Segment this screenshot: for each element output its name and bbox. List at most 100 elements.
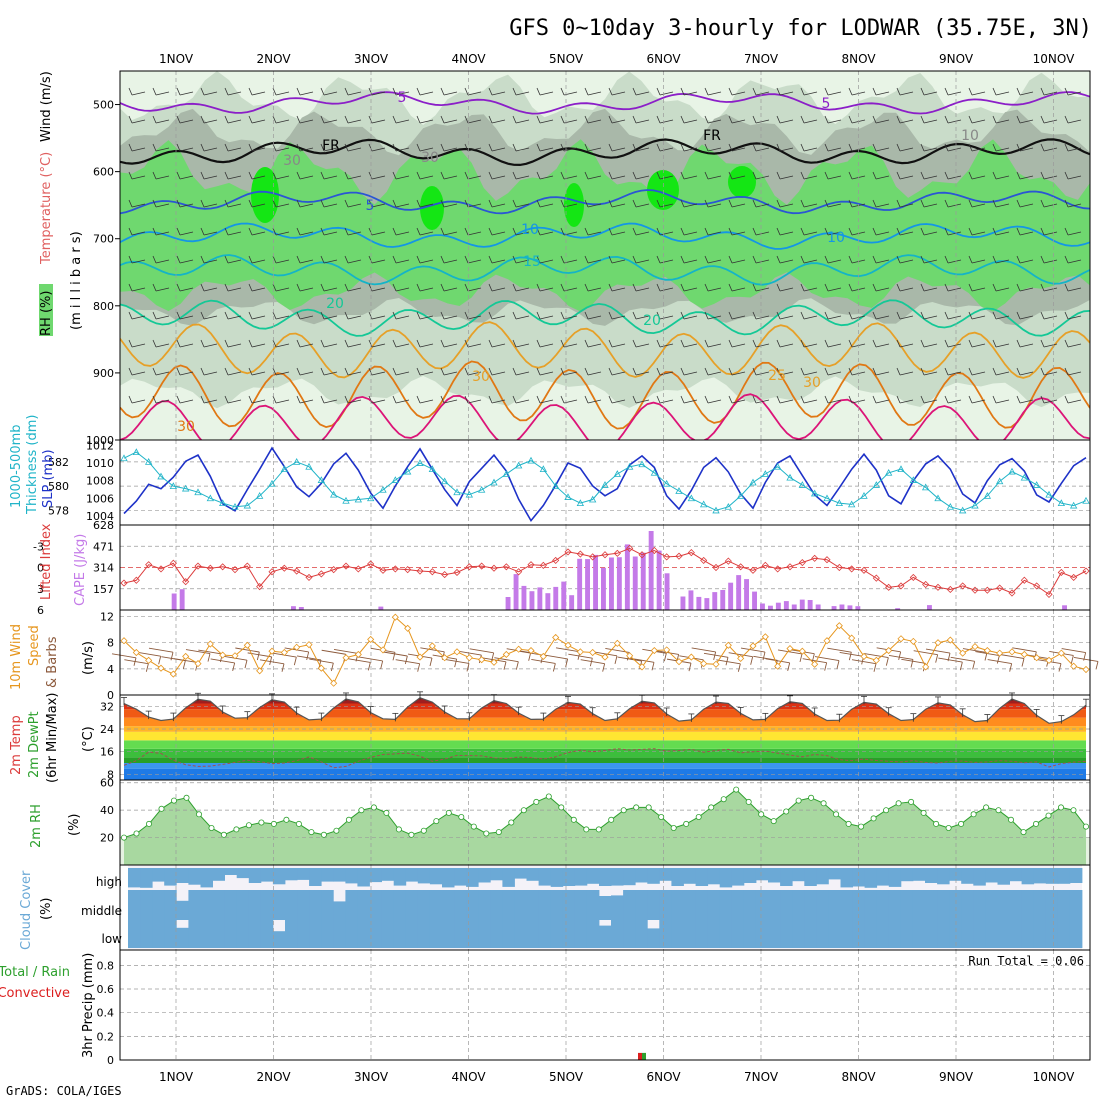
precip-ylabel-units: 3hr Precip (mm) bbox=[81, 953, 96, 1058]
wind-barb-flag bbox=[536, 115, 541, 124]
wind-barb-flag bbox=[488, 171, 493, 180]
cloud-cell bbox=[285, 868, 298, 881]
wind-barb-flag bbox=[968, 87, 973, 96]
wind-barb bbox=[923, 119, 938, 124]
wind-barb-flag bbox=[800, 171, 805, 180]
wind-barb-10m bbox=[814, 656, 840, 662]
cloud-cell bbox=[816, 920, 829, 948]
wind-barb-10m-flag bbox=[182, 660, 186, 669]
wind-barb-10m-flag bbox=[848, 652, 852, 661]
wind-barb-flag bbox=[896, 367, 901, 376]
thickness-point bbox=[218, 499, 227, 507]
wind-barb-flag bbox=[776, 339, 781, 348]
wind-barb-flag bbox=[152, 283, 157, 292]
wind-barb-10m bbox=[444, 658, 470, 664]
wind-barb-flag bbox=[1064, 227, 1069, 236]
thickness-point bbox=[786, 473, 794, 481]
wind-barb-flag bbox=[968, 143, 973, 152]
li-point bbox=[663, 553, 671, 561]
wind-barb bbox=[251, 147, 266, 152]
wind-barb bbox=[779, 175, 794, 180]
bottom-date-label: 2NOV bbox=[256, 1070, 291, 1084]
wind-barb-flag bbox=[896, 339, 901, 348]
wind-barb-flag bbox=[584, 115, 589, 124]
wind-barb-10m bbox=[1073, 656, 1099, 662]
wind-barb-flag bbox=[728, 171, 733, 180]
wind-speed-point bbox=[330, 679, 338, 687]
li-point bbox=[971, 586, 979, 594]
contour-label: 5 bbox=[398, 90, 407, 106]
wind-speed-point bbox=[453, 648, 461, 656]
cloud-cell bbox=[152, 890, 165, 920]
wind-barb-flag bbox=[320, 143, 325, 152]
cape-bar bbox=[545, 593, 551, 610]
run-total: Run Total = 0.06 bbox=[968, 954, 1084, 968]
wind-barb bbox=[611, 203, 626, 208]
cloud-cell bbox=[417, 890, 431, 920]
thickness-point bbox=[1057, 499, 1066, 507]
wind-barb-flag bbox=[176, 283, 181, 292]
wind-barb-flag bbox=[248, 87, 253, 96]
wind-barb-flag bbox=[992, 115, 997, 124]
wind-barb bbox=[947, 259, 962, 264]
wind-barb bbox=[515, 315, 530, 320]
wind-barb-flag bbox=[584, 311, 589, 320]
temp-ylabel-a: 2m Temp bbox=[9, 715, 24, 775]
wind-barb bbox=[203, 399, 218, 404]
contour-label: 5 bbox=[822, 96, 831, 112]
wind-barb-10m-flag bbox=[528, 652, 532, 661]
li-point bbox=[576, 550, 584, 558]
contour-label: 25 bbox=[768, 368, 786, 384]
wind-barb bbox=[371, 119, 386, 124]
wind-barb bbox=[323, 259, 338, 264]
wind-barb-flag bbox=[584, 395, 589, 404]
wind-barb bbox=[227, 399, 242, 404]
cloud-cell bbox=[635, 890, 648, 920]
wind-barb bbox=[923, 371, 938, 376]
wind-barb-10m-flag bbox=[688, 663, 692, 672]
cape-bar bbox=[529, 591, 535, 610]
wind-barb bbox=[659, 175, 674, 180]
li-point bbox=[823, 556, 831, 564]
wind-barb-flag bbox=[656, 171, 661, 180]
wind-barb-flag bbox=[848, 171, 853, 180]
cloud-cell bbox=[864, 868, 878, 888]
wind-barb-10m-flag bbox=[737, 663, 741, 672]
thickness-point bbox=[946, 502, 955, 510]
li-point bbox=[1033, 582, 1041, 590]
wind-barb-flag bbox=[512, 143, 517, 152]
li-tick: -3 bbox=[33, 540, 44, 553]
li-point bbox=[527, 561, 535, 569]
wind-barb bbox=[515, 175, 530, 180]
li-point bbox=[416, 567, 424, 575]
wind-barb-flag bbox=[248, 367, 253, 376]
wind-barb-flag bbox=[584, 255, 589, 264]
thickness-point bbox=[613, 470, 622, 477]
wind-barb bbox=[467, 371, 482, 376]
wind-barb bbox=[971, 399, 986, 404]
cloud-cell bbox=[393, 890, 407, 920]
wind-barb-flag bbox=[824, 115, 829, 124]
wind-barb bbox=[635, 287, 650, 292]
wind-barb bbox=[323, 343, 338, 348]
wind-speed-polyline bbox=[123, 616, 1087, 685]
wind-barb-flag bbox=[632, 283, 637, 292]
cloud-cell bbox=[309, 890, 322, 920]
wind-speed-point bbox=[502, 650, 510, 659]
wind-barb-flag bbox=[392, 87, 397, 96]
wind-barb-flag bbox=[296, 367, 301, 376]
wind-barb bbox=[131, 371, 146, 376]
wind-barb-flag bbox=[296, 283, 301, 292]
wind-barb-10m-flag bbox=[1021, 658, 1025, 667]
wind-barb-10m bbox=[333, 648, 359, 654]
wind-barb-flag bbox=[248, 255, 253, 264]
wind-barb-flag bbox=[752, 199, 757, 208]
wind-barb bbox=[203, 315, 218, 320]
wind-barb bbox=[659, 203, 674, 208]
cloud-cell bbox=[574, 868, 588, 886]
wind-speed-point bbox=[860, 652, 868, 660]
wind-barb-flag bbox=[128, 395, 133, 404]
